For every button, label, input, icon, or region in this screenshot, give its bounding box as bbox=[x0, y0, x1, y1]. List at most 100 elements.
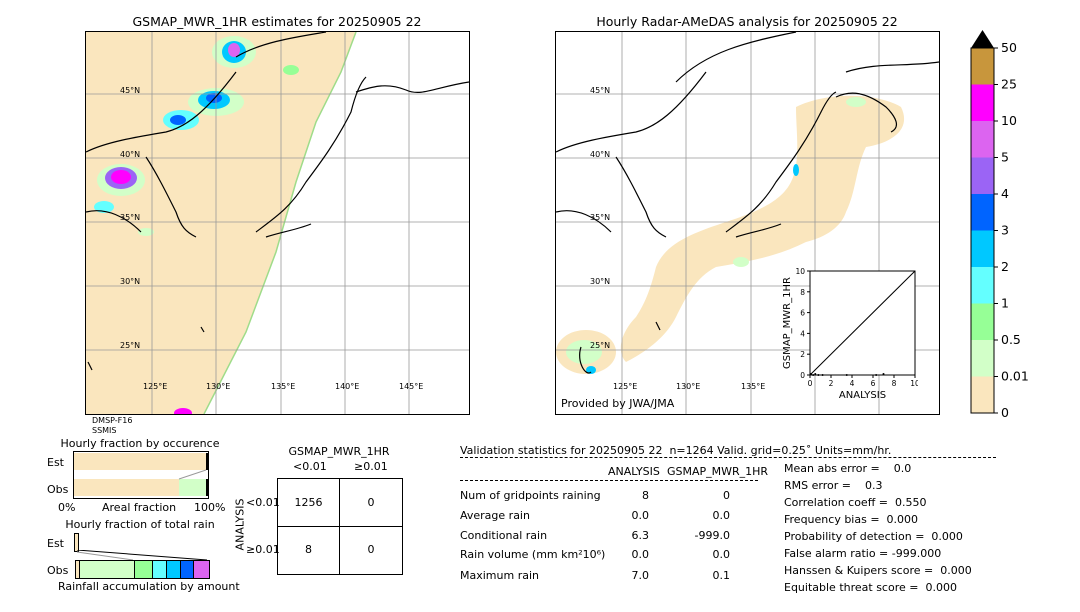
colorbar-swatch bbox=[971, 48, 994, 85]
left-lon-label: 130°E bbox=[206, 382, 231, 391]
total-rain-segment bbox=[135, 561, 153, 578]
occurrence-axis-right: 100% bbox=[194, 501, 226, 514]
validation-row-gsmap: 0.0 bbox=[712, 548, 731, 561]
left-lat-label: 40°N bbox=[120, 150, 141, 159]
occurrence-axis-left: 0% bbox=[58, 501, 76, 514]
colorbar-swatch bbox=[971, 303, 994, 340]
sensor-name: SSMIS bbox=[92, 426, 117, 435]
score-line: Frequency bias = 0.000 bbox=[784, 513, 919, 526]
validation-divider bbox=[460, 480, 758, 481]
colorbar-label: 4 bbox=[1001, 186, 1009, 201]
colorbar-swatch bbox=[971, 340, 994, 377]
left-precip bbox=[94, 36, 299, 414]
colorbar: 50 25 10 5 4 3 2 1 0.5 0.01 0 bbox=[970, 30, 1029, 420]
scatter-point bbox=[821, 374, 824, 376]
right-lon-label: 135°E bbox=[741, 382, 766, 391]
colorbar-swatch bbox=[971, 230, 994, 267]
contingency-col2: ≥0.01 bbox=[354, 460, 388, 473]
colorbar-label: 0.01 bbox=[1001, 369, 1029, 384]
scatter-y-tick-label: 10 bbox=[795, 267, 805, 276]
scatter-inset: 0 2 4 6 8 10 0 2 4 6 8 10 ANALYSIS GSMAP_MWR_1HR bbox=[782, 267, 918, 399]
scatter-y-axis-label: GSMAP_MWR_1HR bbox=[782, 277, 793, 369]
occurrence-obs-label: Obs bbox=[47, 483, 69, 496]
left-lat-label: 30°N bbox=[120, 277, 141, 286]
scatter-x-tick-label: 6 bbox=[871, 379, 876, 388]
scatter-point bbox=[882, 372, 885, 375]
scatter-point bbox=[810, 372, 813, 375]
contingency-row1: <0.01 bbox=[246, 496, 280, 509]
total-rain-est-bar bbox=[74, 533, 79, 552]
total-rain-obs-label: Obs bbox=[47, 564, 69, 577]
colorbar-label: 25 bbox=[1001, 77, 1017, 92]
contingency-cell: 0 bbox=[367, 496, 375, 509]
colorbar-label: 10 bbox=[1001, 113, 1017, 128]
colorbar-extend-arrow bbox=[971, 30, 994, 48]
left-lon-label: 140°E bbox=[335, 382, 360, 391]
data-credit: Provided by JWA/JMA bbox=[561, 397, 675, 410]
colorbar-swatch bbox=[971, 84, 994, 121]
total-rain-connector bbox=[76, 550, 208, 561]
validation-header: Validation statistics for 20250905 22 n=… bbox=[460, 444, 892, 457]
occurrence-est-label: Est bbox=[47, 456, 64, 469]
validation-row-analysis: 0.0 bbox=[631, 509, 650, 522]
validation-row-gsmap: 0.0 bbox=[712, 509, 731, 522]
scatter-y-tick-label: 8 bbox=[800, 288, 805, 297]
total-rain-segment bbox=[194, 561, 209, 578]
scatter-y-tick-label: 6 bbox=[800, 309, 805, 318]
right-coastline bbox=[556, 32, 939, 374]
left-lat-label: 45°N bbox=[120, 86, 141, 95]
right-map: 45°N 40°N 35°N 30°N 25°N 125°E 130°E 135… bbox=[555, 31, 940, 415]
validation-row-label: Conditional rain bbox=[460, 529, 548, 542]
validation-row-analysis: 0.0 bbox=[631, 548, 650, 561]
validation-row-gsmap: 0 bbox=[723, 489, 730, 502]
right-lat-label: 30°N bbox=[590, 277, 611, 286]
contingency-cell: 0 bbox=[367, 543, 375, 556]
colorbar-label: 2 bbox=[1001, 259, 1009, 274]
scatter-x-axis-label: ANALYSIS bbox=[839, 390, 886, 399]
right-lon-label: 125°E bbox=[613, 382, 638, 391]
scatter-x-tick-label: 10 bbox=[910, 379, 918, 388]
left-map-title: GSMAP_MWR_1HR estimates for 20250905 22 bbox=[132, 14, 422, 29]
validation-row-analysis: 7.0 bbox=[631, 569, 650, 582]
colorbar-label: 1 bbox=[1001, 296, 1009, 311]
scatter-point bbox=[817, 374, 820, 376]
colorbar-label: 0 bbox=[1001, 405, 1009, 420]
left-lat-label: 35°N bbox=[120, 213, 141, 222]
total-rain-segment bbox=[80, 561, 135, 578]
score-line: Correlation coeff = 0.550 bbox=[784, 496, 927, 509]
score-line: RMS error = 0.3 bbox=[784, 479, 883, 492]
validation-row-label: Rain volume (mm km²10⁶) bbox=[460, 548, 606, 561]
colorbar-swatch bbox=[971, 121, 994, 158]
occurrence-frame bbox=[73, 451, 209, 499]
satellite-name: DMSP-F16 bbox=[92, 416, 133, 425]
left-map: 45°N 40°N 35°N 30°N 25°N 125°E 130°E 135… bbox=[85, 31, 470, 415]
contingency-cell: 8 bbox=[305, 543, 312, 556]
score-line: Mean abs error = 0.0 bbox=[784, 462, 912, 475]
right-lon-label: 130°E bbox=[676, 382, 701, 391]
right-lat-label: 25°N bbox=[590, 341, 611, 350]
scatter-x-tick-label: 8 bbox=[892, 379, 897, 388]
colorbar-label: 3 bbox=[1001, 223, 1009, 238]
scatter-point bbox=[814, 372, 817, 375]
right-precip-max bbox=[586, 366, 596, 374]
right-lat-label: 40°N bbox=[590, 150, 611, 159]
colorbar-swatch bbox=[971, 194, 994, 231]
colorbar-label: 50 bbox=[1001, 40, 1017, 55]
left-coastline bbox=[86, 32, 469, 371]
scatter-diagonal bbox=[809, 270, 916, 376]
right-lat-label: 45°N bbox=[590, 86, 611, 95]
left-map-canvas bbox=[86, 32, 469, 414]
total-rain-segment bbox=[167, 561, 181, 578]
scatter-y-tick-label: 2 bbox=[800, 350, 805, 359]
validation-row-gsmap: -999.0 bbox=[694, 529, 730, 542]
contingency-row-label: ANALYSIS bbox=[233, 498, 247, 551]
occurrence-axis-mid: Areal fraction bbox=[102, 501, 177, 514]
right-map-canvas bbox=[556, 32, 939, 414]
scatter-point bbox=[812, 374, 815, 376]
score-line: Probability of detection = 0.000 bbox=[784, 530, 963, 543]
contingency-title: GSMAP_MWR_1HR bbox=[288, 445, 390, 458]
colorbar-swatch bbox=[971, 267, 994, 304]
scatter-point bbox=[845, 374, 848, 376]
colorbar-swatch bbox=[971, 157, 994, 194]
left-lon-label: 145°E bbox=[399, 382, 424, 391]
